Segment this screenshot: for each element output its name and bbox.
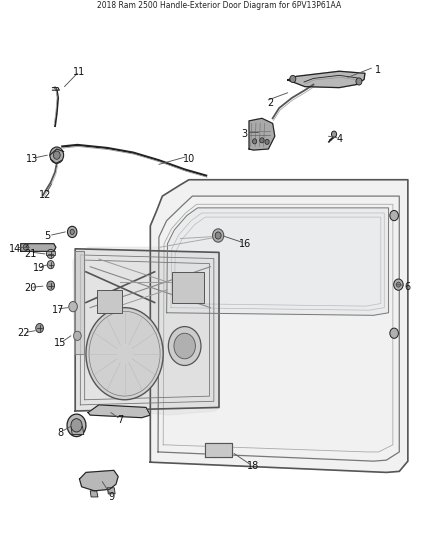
Polygon shape: [205, 443, 232, 457]
Circle shape: [265, 139, 269, 144]
Text: 3: 3: [242, 128, 248, 139]
Circle shape: [47, 249, 55, 259]
Polygon shape: [79, 470, 118, 491]
Polygon shape: [107, 488, 115, 494]
Circle shape: [394, 279, 403, 290]
Circle shape: [290, 75, 296, 83]
Circle shape: [396, 282, 401, 287]
Circle shape: [69, 302, 78, 312]
Circle shape: [215, 232, 221, 239]
Text: 21: 21: [24, 249, 36, 259]
Circle shape: [174, 333, 195, 359]
Circle shape: [252, 139, 257, 144]
Circle shape: [168, 327, 201, 366]
Circle shape: [53, 151, 60, 159]
Polygon shape: [166, 208, 389, 316]
Circle shape: [47, 261, 54, 269]
Text: 22: 22: [18, 328, 30, 338]
Polygon shape: [75, 252, 84, 354]
Polygon shape: [90, 491, 98, 497]
Text: 2018 Ram 2500 Handle-Exterior Door Diagram for 6PV13P61AA: 2018 Ram 2500 Handle-Exterior Door Diagr…: [97, 1, 341, 10]
Circle shape: [36, 324, 43, 333]
Polygon shape: [88, 405, 150, 418]
Circle shape: [67, 414, 86, 437]
Circle shape: [356, 78, 362, 85]
Polygon shape: [249, 118, 275, 150]
Text: 17: 17: [52, 305, 64, 315]
Text: 2: 2: [267, 98, 274, 108]
Circle shape: [390, 328, 399, 338]
Text: 14: 14: [9, 244, 21, 254]
Circle shape: [70, 229, 74, 235]
Circle shape: [390, 211, 399, 221]
Text: 15: 15: [54, 338, 67, 349]
Text: 10: 10: [183, 154, 195, 164]
Text: 13: 13: [26, 154, 39, 164]
Text: 9: 9: [109, 492, 115, 502]
Text: 6: 6: [405, 282, 411, 292]
Circle shape: [86, 308, 163, 400]
Text: 19: 19: [32, 263, 45, 273]
Text: 5: 5: [44, 231, 50, 241]
Text: 18: 18: [247, 461, 259, 471]
Polygon shape: [46, 252, 55, 255]
Text: 20: 20: [24, 283, 36, 293]
Circle shape: [67, 227, 77, 238]
Circle shape: [74, 331, 81, 341]
Text: 12: 12: [39, 190, 51, 200]
Polygon shape: [21, 244, 56, 252]
Text: 16: 16: [239, 239, 251, 249]
Circle shape: [23, 244, 28, 251]
Circle shape: [212, 229, 224, 242]
Text: 4: 4: [336, 134, 342, 144]
Circle shape: [71, 419, 82, 432]
Polygon shape: [288, 71, 365, 87]
Polygon shape: [73, 247, 219, 415]
Text: 7: 7: [117, 415, 124, 425]
Circle shape: [50, 147, 64, 163]
Polygon shape: [75, 249, 219, 411]
Text: 8: 8: [57, 428, 63, 438]
Text: 1: 1: [375, 64, 381, 75]
Circle shape: [260, 138, 264, 143]
Bar: [172, 272, 204, 303]
Circle shape: [332, 131, 337, 138]
Polygon shape: [71, 426, 84, 434]
Text: 11: 11: [74, 67, 85, 77]
Polygon shape: [150, 180, 408, 472]
Circle shape: [47, 281, 55, 290]
Bar: [97, 290, 123, 313]
